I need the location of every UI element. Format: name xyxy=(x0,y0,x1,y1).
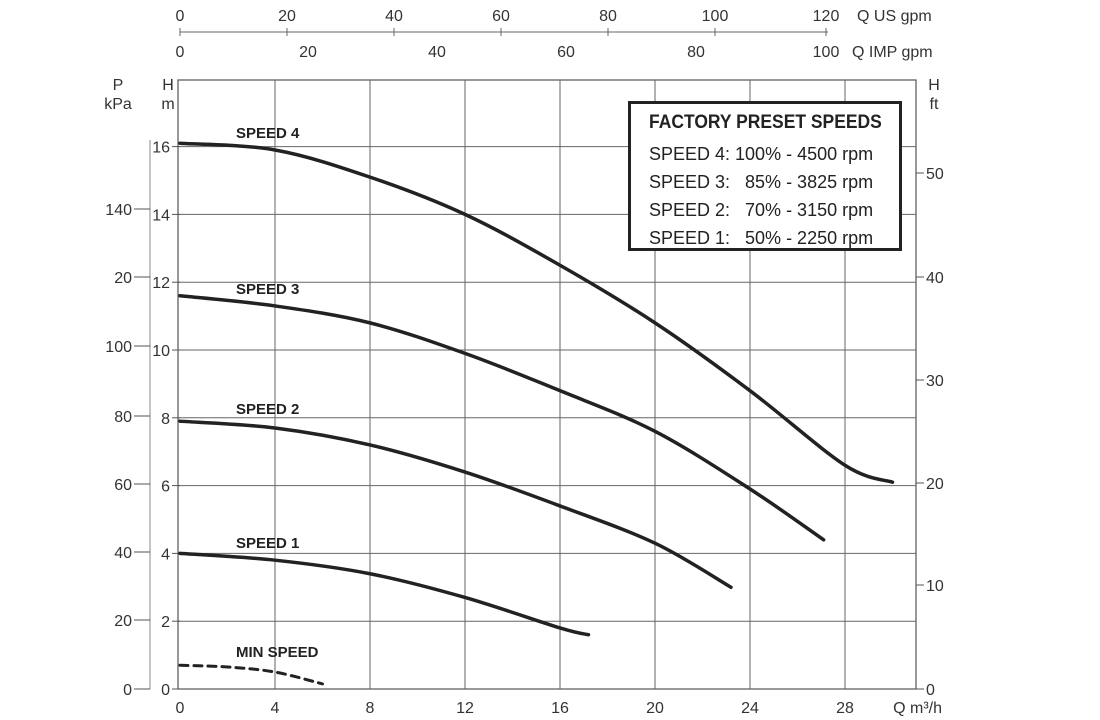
curve-label: SPEED 4 xyxy=(236,125,300,142)
y-m-tick-label: 10 xyxy=(152,343,170,360)
y-kpa-axis-unit: kPa xyxy=(104,96,132,113)
y-m-tick-label: 8 xyxy=(161,411,170,428)
x-tick-label: 4 xyxy=(271,700,280,717)
y-ft-tick-label: 30 xyxy=(926,373,944,390)
curve-speed-1 xyxy=(178,551,591,637)
top-imp-tick-label: 40 xyxy=(428,44,446,61)
y-m-tick-label: 6 xyxy=(161,479,170,496)
y-m-tick-label: 12 xyxy=(152,275,170,292)
x-tick-label: 24 xyxy=(741,700,759,717)
y-m-axis-unit: m xyxy=(161,96,174,113)
curve-label: SPEED 3 xyxy=(236,281,299,298)
y-m-tick-label: 4 xyxy=(161,546,170,563)
top-imp-axis-label: Q IMP gpm xyxy=(852,44,933,61)
legend-row: SPEED 1: 50% - 2250 rpm xyxy=(649,228,874,248)
y-ft-axis-unit: ft xyxy=(930,96,939,113)
x-tick-label: 16 xyxy=(551,700,569,717)
top-us-tick-label: 80 xyxy=(599,8,617,25)
top-us-axis-label: Q US gpm xyxy=(857,8,932,25)
top-imp-tick-label: 80 xyxy=(687,44,705,61)
legend-title: FACTORY PRESET SPEEDS xyxy=(649,112,882,133)
x-axis-label: Q m³/h xyxy=(893,700,942,717)
x-tick-label: 8 xyxy=(366,700,375,717)
curves xyxy=(178,141,895,686)
y-ft-tick-label: 10 xyxy=(926,578,944,595)
y-ft-tick-label: 40 xyxy=(926,270,944,287)
curve-speed-4 xyxy=(178,141,895,484)
top-us-tick-label: 60 xyxy=(492,8,510,25)
top-imp-tick-label: 0 xyxy=(176,44,185,61)
plot-frame xyxy=(177,79,917,690)
labels: SPEED 4 SPEED 3 SPEED 2 SPEED 1 MIN SPEED xyxy=(236,125,319,661)
y-kpa-tick-label: 140 xyxy=(105,202,132,219)
top-imp-tick-label: 60 xyxy=(557,44,575,61)
curve-speed-2 xyxy=(178,419,733,590)
x-tick-label: 20 xyxy=(646,700,664,717)
axes: 0 4 8 12 16 20 24 28 Q m³/h0246810121416Hm020406… xyxy=(104,8,944,717)
legend-row: SPEED 2: 70% - 3150 rpm xyxy=(649,200,874,220)
x-tick-label: 12 xyxy=(456,700,474,717)
y-ft-tick-label: 20 xyxy=(926,476,944,493)
y-ft-tick-label: 0 xyxy=(926,682,935,699)
curve-speed-3 xyxy=(178,294,826,542)
top-imp-tick-label: 20 xyxy=(299,44,317,61)
top-us-tick-label: 0 xyxy=(176,8,185,25)
y-kpa-tick-label: 40 xyxy=(114,545,132,562)
top-imp-tick-label: 100 xyxy=(813,44,840,61)
y-m-tick-label: 0 xyxy=(161,682,170,699)
x-tick-label: 0 xyxy=(176,700,185,717)
curve-label: SPEED 2 xyxy=(236,401,299,418)
y-kpa-axis-label: P xyxy=(113,77,124,94)
x-tick-label: 28 xyxy=(836,700,854,717)
y-kpa-tick-label: 20 xyxy=(114,613,132,630)
y-m-axis-label: H xyxy=(162,77,174,94)
top-us-tick-label: 100 xyxy=(702,8,729,25)
y-kpa-tick-label: 60 xyxy=(114,477,132,494)
legend-row: SPEED 3: 85% - 3825 rpm xyxy=(649,172,874,192)
y-kpa-tick-label: 100 xyxy=(105,339,132,356)
curve-min-speed xyxy=(178,663,324,686)
y-m-tick-label: 2 xyxy=(161,614,170,631)
curve-label: SPEED 1 xyxy=(236,535,299,552)
y-m-tick-label: 14 xyxy=(152,207,170,224)
curve-label: MIN SPEED xyxy=(236,644,319,661)
y-ft-tick-label: 50 xyxy=(926,166,944,183)
y-kpa-tick-label: 0 xyxy=(123,682,132,699)
top-us-tick-label: 20 xyxy=(278,8,296,25)
y-ft-axis-label: H xyxy=(928,77,940,94)
legend-box: FACTORY PRESET SPEEDS SPEED 4: 100% - 45… xyxy=(628,101,902,251)
top-us-tick-label: 40 xyxy=(385,8,403,25)
y-m-tick-label: 16 xyxy=(152,140,170,157)
legend-row: SPEED 4: 100% - 4500 rpm xyxy=(649,144,874,164)
y-kpa-tick-label: 80 xyxy=(114,409,132,426)
top-us-tick-label: 120 xyxy=(813,8,840,25)
y-kpa-tick-label: 20 xyxy=(114,270,132,287)
